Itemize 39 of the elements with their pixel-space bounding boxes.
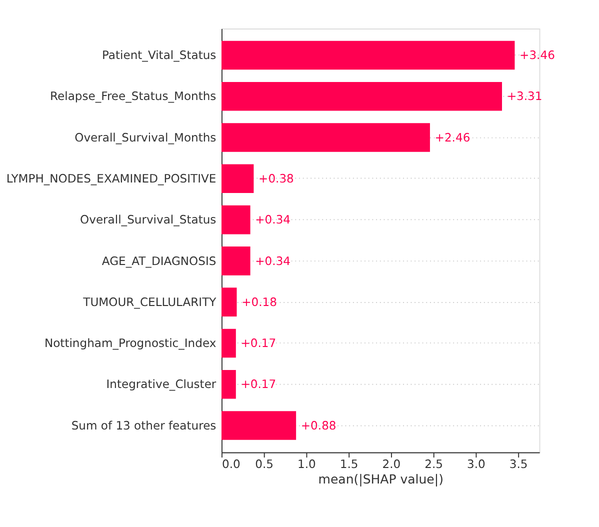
data-label: +3.31 (506, 89, 542, 104)
bar (221, 328, 236, 358)
x-tick-label: 3.5 (509, 457, 528, 472)
x-tick-label: 0.0 (222, 457, 240, 472)
x-tick-label: 2.5 (424, 457, 444, 472)
bar (221, 205, 250, 234)
bar (221, 411, 296, 440)
bar (221, 246, 250, 276)
data-label: +0.88 (300, 418, 336, 432)
y-tick-label: Sum of 13 other features (71, 418, 216, 432)
bar (221, 82, 502, 111)
y-tick-label: Nottingham_Prognostic_Index (44, 336, 216, 350)
data-label: +0.38 (258, 172, 294, 186)
y-tick-label: Patient_Vital_Status (102, 48, 216, 62)
x-tick-label: 3.0 (467, 457, 486, 472)
bar (221, 164, 254, 194)
data-label: +2.46 (434, 130, 470, 144)
x-tick-label: 1.5 (340, 457, 358, 472)
x-tick-label: 1.0 (298, 457, 316, 472)
y-tick-label: Integrative_Cluster (106, 377, 216, 392)
data-label: +0.17 (240, 377, 276, 392)
data-label: +0.17 (240, 336, 276, 350)
bar (221, 123, 430, 152)
bar (221, 40, 515, 70)
y-tick-label: Overall_Survival_Months (74, 130, 216, 144)
y-tick-label: TUMOUR_CELLULARITY (82, 294, 218, 309)
data-label: +0.34 (255, 254, 291, 268)
x-axis-title: mean(|SHAP value|) (318, 472, 444, 487)
y-tick-label: Relapse_Free_Status_Months (50, 89, 216, 104)
y-tick-label: AGE_AT_DIAGNOSIS (102, 254, 216, 268)
y-tick-label: Overall_Survival_Status (80, 212, 216, 227)
x-tick-label: 2.0 (382, 457, 401, 472)
bar (221, 370, 236, 399)
data-label: +0.18 (242, 294, 277, 309)
x-tick-label: 0.5 (255, 457, 274, 472)
data-label: +0.34 (255, 212, 291, 227)
data-label: +3.46 (520, 48, 555, 62)
y-tick-label: LYMPH_NODES_EXAMINED_POSITIVE (6, 172, 216, 186)
bar (221, 288, 237, 316)
